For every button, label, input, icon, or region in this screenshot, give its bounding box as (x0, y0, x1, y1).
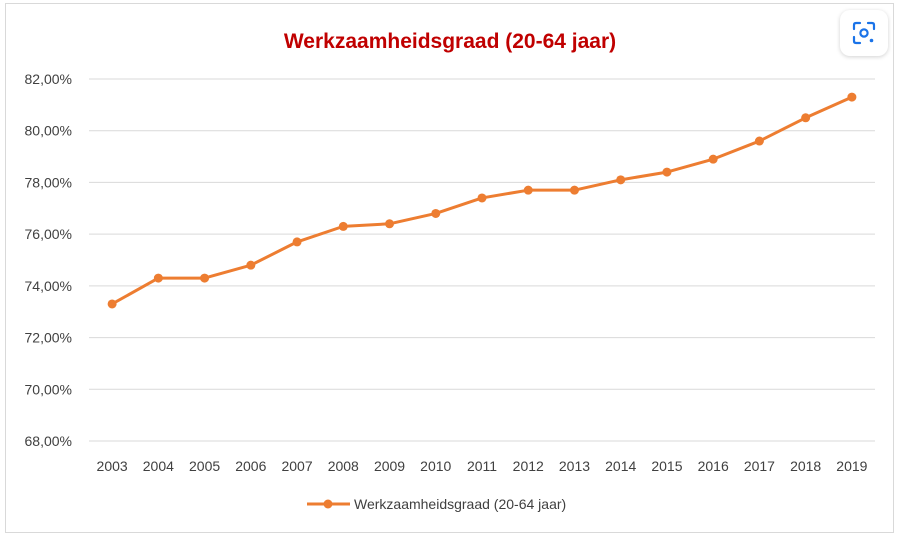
x-tick-label: 2018 (790, 458, 821, 474)
legend: Werkzaamheidsgraad (20-64 jaar) (307, 496, 566, 512)
data-point (847, 92, 857, 102)
x-tick-label: 2016 (698, 458, 729, 474)
x-tick-label: 2017 (744, 458, 775, 474)
legend-point-marker (323, 499, 333, 509)
data-point (477, 193, 487, 203)
data-point (662, 167, 672, 177)
x-tick-label: 2005 (189, 458, 220, 474)
data-point (338, 221, 348, 231)
x-tick-label: 2007 (281, 458, 312, 474)
x-tick-label: 2010 (420, 458, 451, 474)
x-tick-label: 2019 (836, 458, 867, 474)
chart-frame (5, 3, 894, 533)
x-tick-label: 2011 (467, 458, 497, 474)
legend-label: Werkzaamheidsgraad (20-64 jaar) (354, 496, 566, 512)
visual-search-icon (852, 21, 876, 45)
x-tick-label: 2012 (513, 458, 544, 474)
y-tick-label: 82,00% (25, 71, 72, 87)
visual-search-button[interactable] (840, 10, 888, 56)
data-point (246, 260, 256, 270)
data-point (569, 185, 579, 195)
data-point (523, 185, 533, 195)
x-tick-label: 2006 (235, 458, 266, 474)
x-tick-label: 2003 (97, 458, 128, 474)
data-point (708, 154, 718, 164)
data-point (754, 136, 764, 146)
series-layer (107, 92, 857, 309)
x-tick-label: 2015 (651, 458, 682, 474)
data-point (801, 113, 811, 123)
x-tick-label: 2013 (559, 458, 590, 474)
data-point (153, 273, 163, 283)
data-point (385, 219, 395, 229)
y-tick-label: 80,00% (25, 123, 72, 139)
y-tick-label: 74,00% (25, 278, 72, 294)
y-tick-label: 70,00% (25, 381, 72, 397)
y-tick-label: 68,00% (25, 433, 72, 449)
data-point (107, 299, 117, 309)
gridlines (89, 78, 875, 442)
chart-title: Werkzaamheidsgraad (20-64 jaar) (284, 30, 616, 53)
x-tick-label: 2014 (605, 458, 636, 474)
data-point (616, 175, 626, 185)
y-tick-label: 76,00% (25, 226, 72, 242)
y-tick-label: 72,00% (25, 330, 72, 346)
x-tick-label: 2008 (328, 458, 359, 474)
x-tick-label: 2004 (143, 458, 174, 474)
data-point (431, 208, 441, 218)
y-tick-label: 78,00% (25, 174, 72, 190)
y-axis-tick-labels: 68,00% 70,00% 72,00% 74,00% 76,00% 78,00% 80,0… (25, 71, 72, 449)
data-point (292, 237, 302, 247)
x-axis-tick-labels: 2003 2004 2005 2006 2007 2008 2009 2010 2011 2012… (97, 458, 868, 474)
data-point (200, 273, 210, 283)
x-tick-label: 2009 (374, 458, 405, 474)
